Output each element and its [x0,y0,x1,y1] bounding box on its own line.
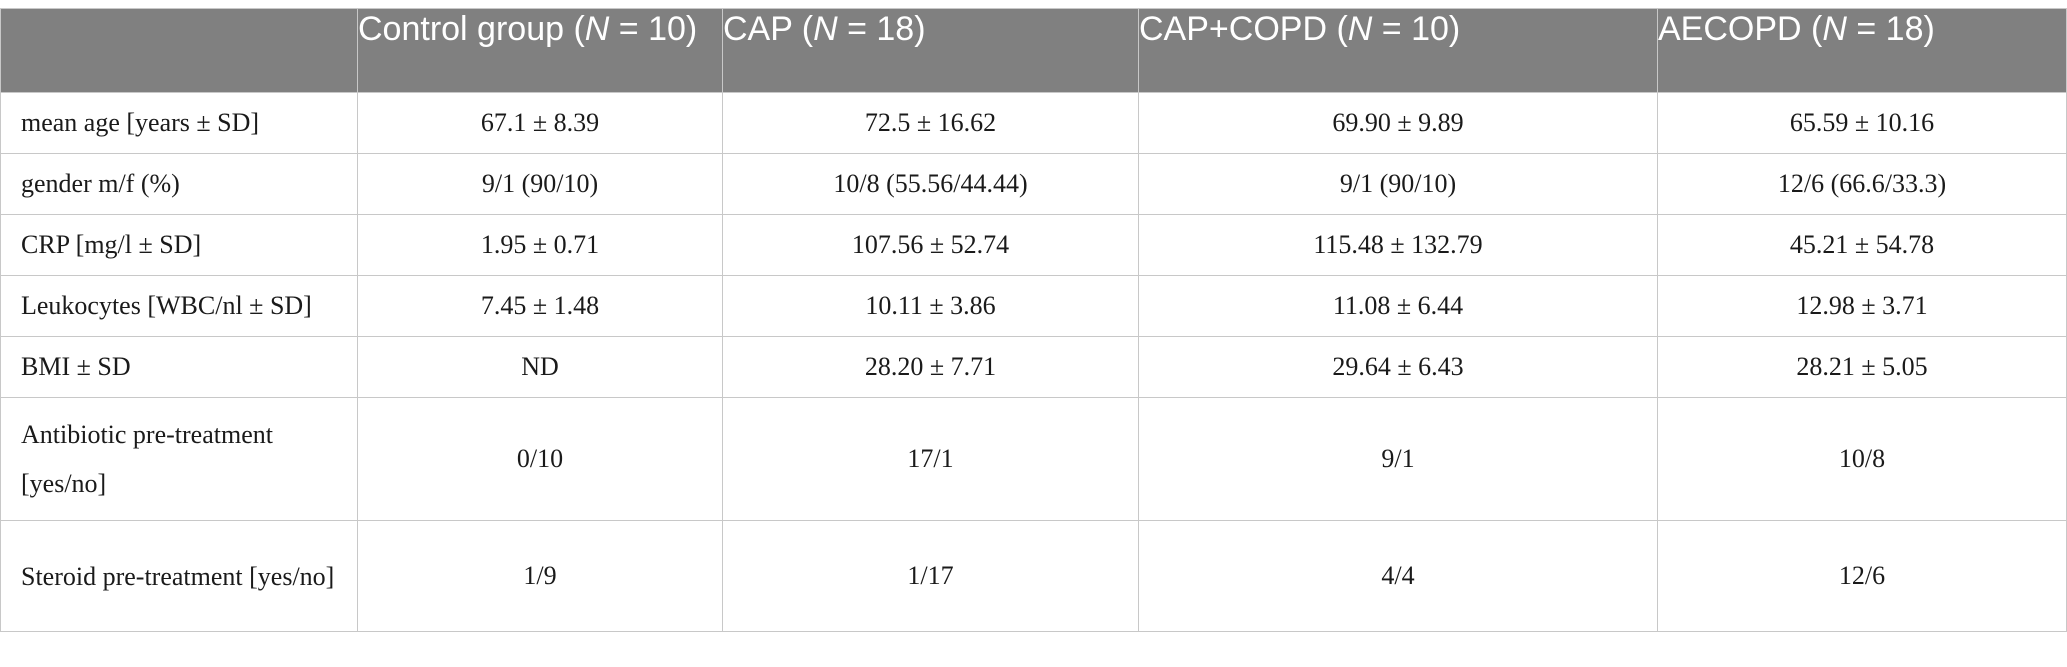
table-cell: 12/6 [1657,520,2067,632]
table-cell: 12/6 (66.6/33.3) [1657,153,2067,215]
header-text: CAP ( [723,10,814,48]
row-label: Steroid pre-treatment [yes/no] [0,520,358,632]
table-row: Antibiotic pre-treatment [yes/no] 0/10 1… [0,397,2067,521]
table-cell: ND [357,336,723,398]
table-row: Leukocytes [WBC/nl ± SD] 7.45 ± 1.48 10.… [0,275,2067,337]
table-cell: 115.48 ± 132.79 [1138,214,1658,276]
row-label: mean age [years ± SD] [0,92,358,154]
table-cell: 28.20 ± 7.71 [722,336,1139,398]
table-row: CRP [mg/l ± SD] 1.95 ± 0.71 107.56 ± 52.… [0,214,2067,276]
table-cell: 7.45 ± 1.48 [357,275,723,337]
table-cell: 9/1 [1138,397,1658,521]
table-cell: 9/1 (90/10) [357,153,723,215]
table-cell: 1.95 ± 0.71 [357,214,723,276]
table-row: mean age [years ± SD] 67.1 ± 8.39 72.5 ±… [0,92,2067,154]
table-cell: 28.21 ± 5.05 [1657,336,2067,398]
header-text: CAP+COPD ( [1139,10,1348,48]
table-cell: 45.21 ± 54.78 [1657,214,2067,276]
table-body: mean age [years ± SD] 67.1 ± 8.39 72.5 ±… [0,92,2067,632]
table-cell: 17/1 [722,397,1139,521]
table-cell: 1/9 [357,520,723,632]
row-label: Antibiotic pre-treatment [yes/no] [0,397,358,521]
header-n-rest: = 10) [1372,10,1461,48]
header-n-label: N [1347,10,1373,48]
table-cell: 107.56 ± 52.74 [722,214,1139,276]
header-cell-cap-copd: CAP+COPD (N = 10) [1138,8,1658,93]
header-n-label: N [584,10,610,48]
characteristics-table: Control group (N = 10) CAP (N = 18) CAP+… [0,8,2067,632]
row-label: CRP [mg/l ± SD] [0,214,358,276]
header-cell-empty [0,8,358,93]
table-cell: 1/17 [722,520,1139,632]
header-n-rest: = 10) [609,10,698,48]
table-cell: 10/8 [1657,397,2067,521]
table-row: gender m/f (%) 9/1 (90/10) 10/8 (55.56/4… [0,153,2067,215]
table-cell: 9/1 (90/10) [1138,153,1658,215]
header-n-label: N [1822,10,1847,48]
table-cell: 69.90 ± 9.89 [1138,92,1658,154]
header-n-rest: = 18) [1846,10,1935,48]
header-n-label: N [813,10,838,48]
table-cell: 11.08 ± 6.44 [1138,275,1658,337]
table-cell: 10/8 (55.56/44.44) [722,153,1139,215]
row-label: Leukocytes [WBC/nl ± SD] [0,275,358,337]
table-cell: 12.98 ± 3.71 [1657,275,2067,337]
table-cell: 65.59 ± 10.16 [1657,92,2067,154]
table-header: Control group (N = 10) CAP (N = 18) CAP+… [0,8,2067,93]
header-cell-aecopd: AECOPD (N = 18) [1657,8,2067,93]
table-cell: 0/10 [357,397,723,521]
table-cell: 72.5 ± 16.62 [722,92,1139,154]
table-row: BMI ± SD ND 28.20 ± 7.71 29.64 ± 6.43 28… [0,336,2067,398]
row-label: gender m/f (%) [0,153,358,215]
table-cell: 4/4 [1138,520,1658,632]
table-cell: 10.11 ± 3.86 [722,275,1139,337]
table-cell: 29.64 ± 6.43 [1138,336,1658,398]
header-cell-control-group: Control group (N = 10) [357,8,723,93]
header-text: AECOPD ( [1658,10,1823,48]
header-text: Control group ( [358,10,585,48]
header-row: Control group (N = 10) CAP (N = 18) CAP+… [0,8,2067,93]
header-n-rest: = 18) [837,10,926,48]
header-cell-cap: CAP (N = 18) [722,8,1139,93]
row-label: BMI ± SD [0,336,358,398]
table-row: Steroid pre-treatment [yes/no] 1/9 1/17 … [0,520,2067,632]
table-cell: 67.1 ± 8.39 [357,92,723,154]
